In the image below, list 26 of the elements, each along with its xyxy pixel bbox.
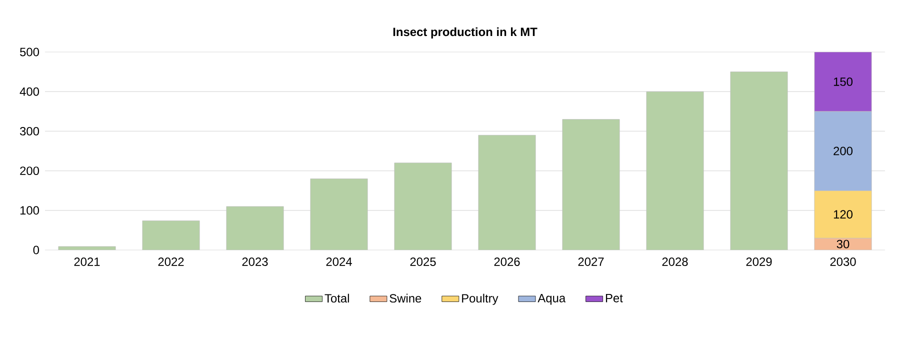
y-tick-label: 400 <box>20 87 40 96</box>
y-tick-label: 200 <box>20 166 40 176</box>
x-tick-label: 2029 <box>746 258 772 266</box>
legend-label: Aqua <box>538 294 566 305</box>
y-tick-label: 0 <box>33 246 40 254</box>
x-tick-label: 2030 <box>830 258 856 266</box>
y-tick-label: 100 <box>20 206 40 215</box>
data-label: 200 <box>834 146 853 156</box>
legend-label: Poultry <box>462 294 498 305</box>
x-tick-label: 2027 <box>578 258 604 266</box>
y-tick-label: 500 <box>20 48 40 56</box>
legend-label: Swine <box>390 294 422 303</box>
x-tick-label: 2025 <box>410 258 436 266</box>
x-tick-label: 2022 <box>158 258 184 266</box>
x-tick-label: 2028 <box>662 258 688 266</box>
legend-label: Pet <box>606 294 623 302</box>
x-tick-label: 2024 <box>326 258 352 266</box>
data-label: 30 <box>836 240 850 248</box>
x-tick-label: 2023 <box>242 258 268 266</box>
legend-label: Total <box>324 294 349 303</box>
chart-title: Insect production in k MT <box>393 27 538 39</box>
data-label: 120 <box>834 210 853 219</box>
x-tick-label: 2021 <box>74 258 100 266</box>
y-tick-label: 300 <box>20 126 40 136</box>
x-tick-label: 2026 <box>494 258 520 266</box>
data-label: 150 <box>834 77 853 86</box>
